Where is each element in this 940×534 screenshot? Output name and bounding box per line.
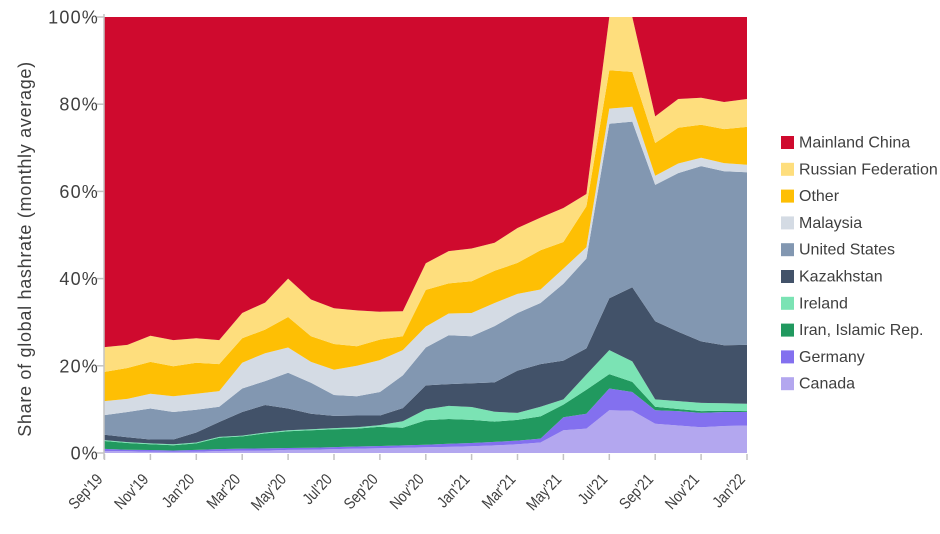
svg-text:60%: 60% (59, 182, 99, 202)
svg-text:Mainland China: Mainland China (799, 135, 910, 152)
svg-text:Germany: Germany (799, 349, 865, 366)
svg-text:Russian Federation: Russian Federation (799, 161, 938, 178)
svg-text:Kazakhstan: Kazakhstan (799, 269, 883, 286)
svg-text:0%: 0% (71, 444, 99, 464)
svg-text:Ireland: Ireland (799, 295, 848, 312)
svg-text:80%: 80% (59, 95, 99, 115)
svg-text:100%: 100% (48, 8, 99, 28)
svg-text:Malaysia: Malaysia (799, 215, 862, 232)
svg-text:20%: 20% (59, 356, 99, 376)
svg-text:United States: United States (799, 242, 895, 259)
svg-text:Other: Other (799, 188, 840, 205)
svg-text:Share of global hashrate (mont: Share of global hashrate (monthly averag… (15, 61, 35, 437)
svg-text:40%: 40% (59, 269, 99, 289)
svg-text:Canada: Canada (799, 376, 855, 393)
svg-text:Iran, Islamic Rep.: Iran, Islamic Rep. (799, 322, 923, 339)
